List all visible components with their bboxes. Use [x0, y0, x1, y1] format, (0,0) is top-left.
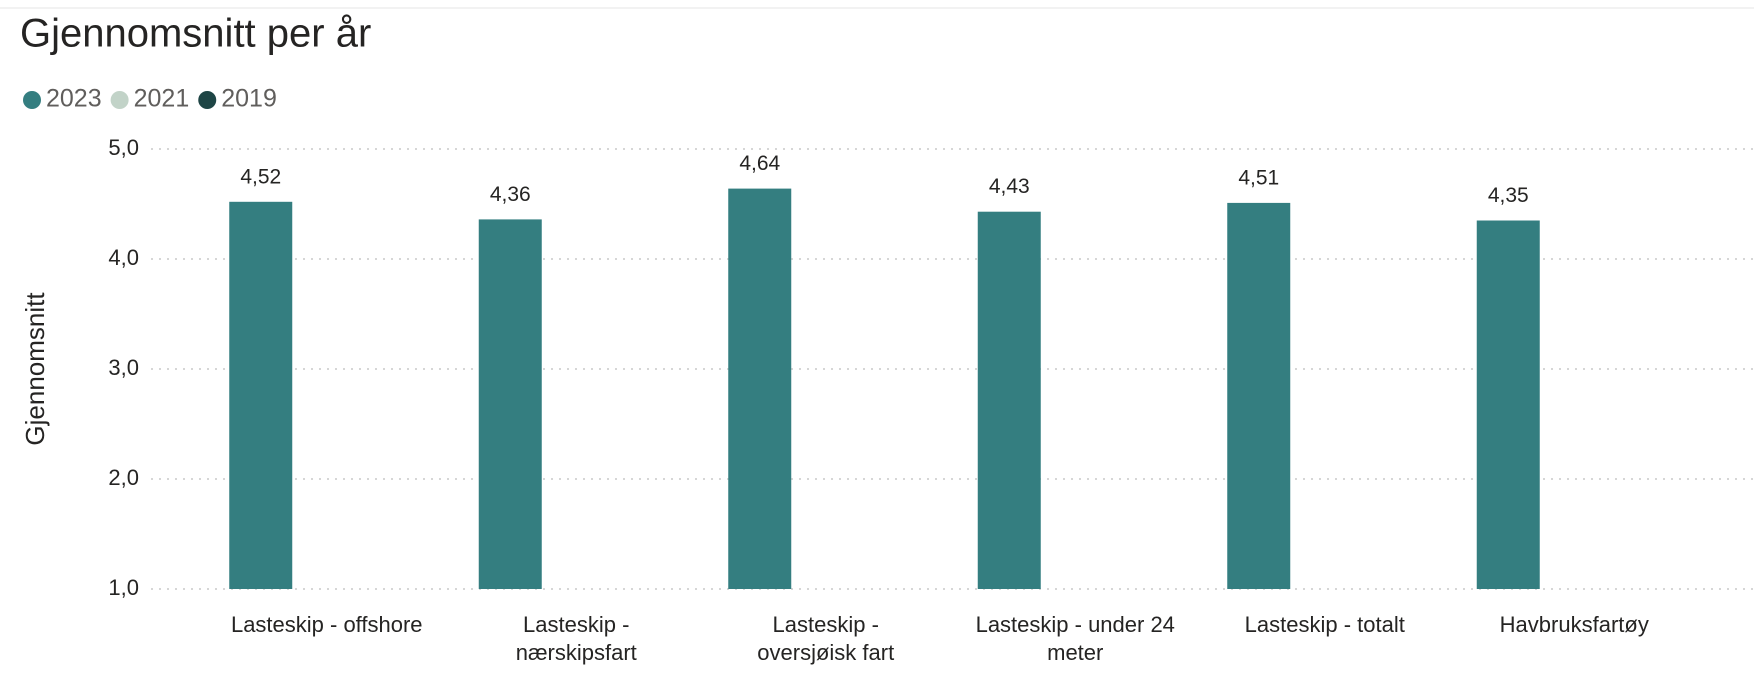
legend-marker — [198, 91, 217, 109]
legend-label: 2023 — [46, 85, 102, 113]
data-label: 4,36 — [490, 183, 531, 206]
x-tick-label: Lasteskip - offshore — [230, 612, 423, 637]
x-tick-label: Lasteskip - under 24 meter — [975, 612, 1175, 665]
bar — [478, 219, 542, 589]
y-tick-label: 5,0 — [108, 135, 139, 160]
y-tick-label: 3,0 — [108, 355, 139, 380]
x-tick-label: Lasteskip - totalt — [1244, 612, 1405, 637]
legend-marker — [23, 91, 41, 109]
bar — [229, 201, 293, 590]
data-label: 4,43 — [989, 175, 1030, 198]
legend-label: 2019 — [221, 85, 277, 113]
chart-title: Gjennomsnitt per år — [20, 12, 371, 56]
x-tick-label: Lasteskip - oversjøisk fart — [757, 612, 895, 665]
data-label: 4,52 — [240, 165, 281, 188]
y-axis-title: Gjennomsnitt — [20, 292, 50, 446]
bar — [1476, 220, 1540, 589]
legend-label: 2021 — [134, 85, 190, 113]
y-tick-label: 1,0 — [108, 575, 139, 600]
data-label: 4,35 — [1488, 184, 1529, 207]
legend-marker — [110, 91, 129, 109]
bar — [1227, 202, 1291, 589]
data-label: 4,51 — [1238, 166, 1279, 189]
y-tick-label: 4,0 — [108, 245, 139, 270]
bar — [728, 188, 792, 589]
bar — [977, 211, 1041, 589]
x-tick-label: Lasteskip - nærskipsfart — [515, 612, 637, 665]
y-tick-label: 2,0 — [108, 465, 139, 490]
x-tick-label: Havbruksfartøy — [1499, 612, 1649, 637]
data-label: 4,64 — [739, 152, 780, 175]
